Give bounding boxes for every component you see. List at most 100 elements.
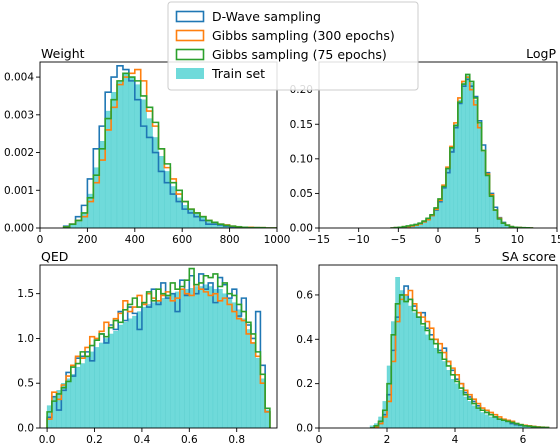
y-tick-label: 0.05 [290, 188, 313, 200]
y-tick-label: 0.6 [296, 289, 313, 301]
bar [193, 212, 201, 228]
y-tick-label: 0.0 [296, 423, 313, 435]
y-tick-label: 0.001 [4, 185, 34, 197]
legend: D-Wave sampling Gibbs sampling (300 epoch… [167, 1, 419, 91]
bar [80, 363, 86, 428]
bar [189, 288, 195, 428]
bar [128, 76, 136, 228]
x-tick-label: 1000 [264, 234, 291, 246]
bar [164, 171, 171, 228]
plot-area [390, 73, 534, 228]
y-tick-label: 0.5 [17, 378, 34, 390]
y-tick-label: 0.00 [290, 223, 313, 235]
bar [203, 284, 209, 428]
x-tick-label: 5 [474, 234, 481, 246]
y-tick-label: 0.000 [4, 223, 34, 235]
y-tick-label: 0.003 [4, 109, 34, 121]
bar [245, 329, 252, 428]
y-tick-label: 0.004 [4, 72, 34, 84]
bar [467, 401, 473, 428]
bar [170, 186, 177, 228]
bar [442, 361, 447, 428]
legend-label: Gibbs sampling (75 epochs) [212, 47, 387, 62]
bar [84, 356, 90, 428]
bar [217, 288, 223, 428]
bar [140, 99, 147, 228]
x-tick-label: 2 [384, 434, 391, 443]
bar [227, 297, 233, 428]
bar [465, 75, 470, 228]
x-tick-label: 400 [125, 234, 145, 246]
bar [241, 318, 247, 428]
x-tick-label: 0 [37, 234, 44, 246]
bar [425, 334, 430, 428]
bar [99, 342, 105, 428]
bar [463, 396, 468, 428]
legend-swatch [175, 10, 205, 23]
bar [122, 322, 128, 428]
panel-title: SA score [502, 249, 557, 264]
series-train-set [46, 284, 271, 428]
x-tick-label: −10 [348, 234, 370, 246]
bar [193, 286, 199, 428]
series-train-set [63, 73, 277, 228]
x-tick-label: 0.0 [39, 434, 56, 443]
bar [198, 286, 204, 428]
y-tick-label: 1.5 [17, 288, 34, 300]
y-tick-label: 0.002 [4, 147, 34, 159]
axes-frame [39, 61, 278, 229]
bar [146, 118, 153, 228]
bar [158, 156, 165, 228]
bar [151, 302, 157, 428]
bar [433, 347, 439, 428]
bar [110, 91, 118, 228]
bar [488, 416, 494, 428]
series-train-set [369, 276, 549, 428]
bar [236, 309, 242, 428]
x-tick-label: 0.2 [86, 434, 103, 443]
bar [187, 208, 195, 228]
y-tick-label: 0.4 [296, 334, 313, 346]
bar [184, 288, 190, 428]
bar [146, 304, 152, 428]
bar [199, 216, 207, 228]
bar [212, 288, 218, 428]
x-tick-label: 0 [435, 234, 442, 246]
bar [484, 414, 490, 428]
series-line-3 [46, 267, 271, 428]
bar [93, 167, 100, 228]
x-tick-label: 4 [452, 434, 459, 443]
bar [446, 370, 451, 428]
panel-3: 0 2 4 6 0.0 0.2 0.4 0.6 SA score [296, 249, 558, 443]
bar [116, 80, 124, 228]
bar [420, 325, 426, 428]
bar [118, 324, 124, 428]
x-tick-label: 15 [550, 234, 560, 246]
bar [75, 220, 82, 228]
bar [412, 312, 417, 428]
bar [437, 352, 443, 428]
y-tick-label: 1.0 [17, 333, 34, 345]
bar [211, 222, 218, 228]
series-line-3 [370, 294, 550, 428]
bar [99, 141, 106, 228]
x-tick-label: 6 [520, 434, 527, 443]
axes-frame [39, 264, 278, 429]
bar [408, 305, 413, 428]
legend-label: Train set [211, 66, 265, 81]
legend-label: Gibbs sampling (300 epochs) [212, 28, 395, 43]
bar [103, 338, 109, 428]
bar [416, 316, 422, 428]
legend-item: Gibbs sampling (75 epochs) [175, 47, 387, 62]
y-tick-label: 0.0 [17, 423, 34, 435]
bar [134, 84, 141, 228]
x-tick-label: −15 [308, 234, 330, 246]
panel-title: Weight [41, 46, 85, 61]
series-line-3 [62, 72, 277, 228]
bar [113, 331, 119, 428]
bar [122, 73, 130, 228]
bar [155, 300, 162, 428]
legend-box [167, 1, 419, 91]
legend-item: Gibbs sampling (300 epochs) [175, 28, 395, 43]
bar [461, 82, 466, 228]
